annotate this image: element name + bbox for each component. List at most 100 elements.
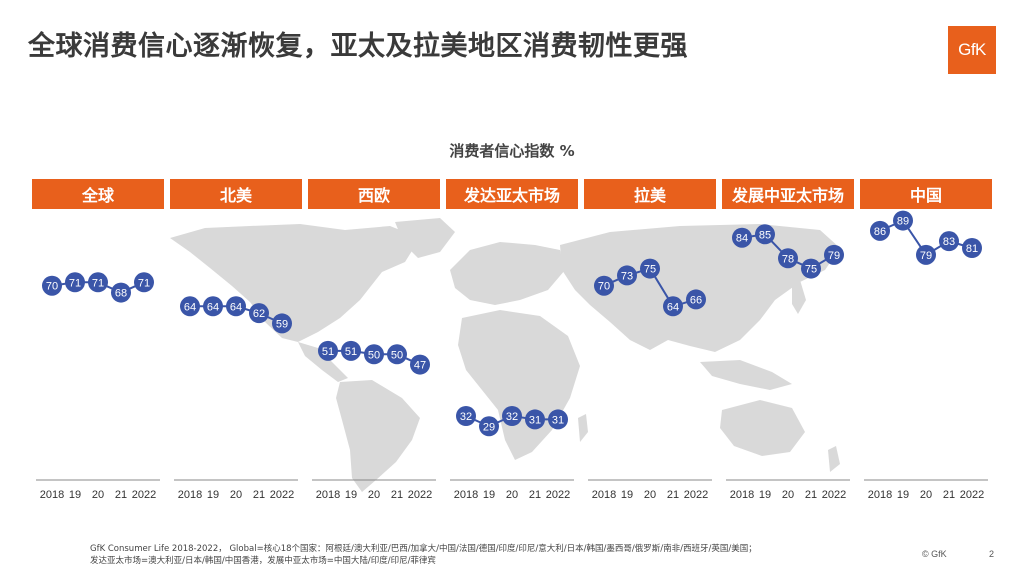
data-point: [893, 210, 913, 231]
data-label: 84: [736, 233, 748, 245]
data-point: [203, 296, 223, 317]
x-tick-label: 20: [368, 489, 380, 501]
map-greenland: [395, 218, 455, 258]
footnote: GfK Consumer Life 2018-2022， Global=核心18…: [90, 543, 757, 567]
map-madagascar: [578, 414, 588, 442]
data-label: 79: [920, 250, 932, 262]
x-tick-label: 21: [667, 489, 679, 501]
data-point: [88, 272, 108, 293]
x-tick-label: 2022: [408, 489, 432, 501]
data-point: [318, 340, 338, 361]
data-label: 64: [184, 301, 196, 313]
data-point: [916, 244, 936, 265]
x-tick-label: 20: [644, 489, 656, 501]
data-point: [226, 296, 246, 317]
x-tick-label: 20: [506, 489, 518, 501]
data-point: [801, 258, 821, 279]
data-point: [824, 244, 844, 265]
gfk-logo: GfK: [948, 26, 996, 74]
map-south-america: [336, 380, 420, 492]
data-label: 64: [207, 301, 219, 313]
footnote-line-2: 发达亚太市场=澳大利亚/日本/韩国/中国香港，发展中亚太市场=中国大陆/印度/印…: [90, 556, 436, 566]
data-label: 83: [943, 236, 955, 248]
x-tick-label: 19: [483, 489, 495, 501]
data-label: 64: [667, 301, 679, 313]
x-tick-label: 21: [391, 489, 403, 501]
x-tick-label: 2018: [178, 489, 202, 501]
series-3: 32 29 32 31 31: [456, 406, 568, 437]
data-point: [755, 224, 775, 245]
data-point: [870, 220, 890, 241]
data-point: [364, 344, 384, 365]
data-label: 50: [368, 349, 380, 361]
data-point: [962, 238, 982, 258]
data-label: 85: [759, 229, 771, 241]
data-label: 71: [69, 277, 81, 289]
data-point: [65, 272, 85, 293]
map-north-america: [170, 224, 420, 342]
data-label: 66: [690, 294, 702, 306]
data-point: [663, 296, 683, 317]
x-tick-label: 21: [943, 489, 955, 501]
data-label: 31: [529, 414, 541, 426]
data-point: [778, 248, 798, 269]
series-4: 70 73 75 64 66: [594, 258, 706, 317]
data-label: 79: [828, 250, 840, 262]
x-tick-label: 19: [759, 489, 771, 501]
page-number: 2: [989, 549, 995, 559]
region-header-0: 全球: [32, 179, 164, 209]
x-tick-label: 21: [253, 489, 265, 501]
data-label: 47: [414, 360, 426, 372]
region-header-4: 拉美: [584, 179, 716, 209]
series-layer: 70 71 71 68 71 64 64 64 62 59 51 51 50 50 47 32 29 32 31 31…: [42, 210, 982, 437]
data-label: 29: [483, 421, 495, 433]
data-label: 31: [552, 414, 564, 426]
data-label: 70: [46, 281, 58, 293]
map-europe: [450, 242, 565, 305]
series-0: 70 71 71 68 71: [42, 272, 154, 303]
x-tick-label: 2018: [868, 489, 892, 501]
x-tick-label: 19: [69, 489, 81, 501]
series-6: 86 89 79 83 81: [870, 210, 982, 265]
map-japan: [792, 280, 806, 314]
data-label: 62: [253, 308, 265, 320]
x-tick-label: 20: [230, 489, 242, 501]
data-point: [410, 354, 430, 375]
series-1: 64 64 64 62 59: [180, 296, 292, 334]
data-label: 64: [230, 301, 242, 313]
data-label: 73: [621, 270, 633, 282]
data-label: 50: [391, 349, 403, 361]
map-se-asia: [700, 360, 792, 390]
x-tick-label: 2018: [454, 489, 478, 501]
x-tick-label: 2018: [316, 489, 340, 501]
map-central-america: [298, 342, 348, 382]
data-point: [502, 406, 522, 426]
data-label: 32: [506, 411, 518, 423]
data-point: [617, 265, 637, 286]
data-point: [686, 289, 706, 310]
data-point: [456, 406, 476, 426]
data-point: [640, 258, 660, 279]
data-point: [272, 313, 292, 334]
x-tick-label: 21: [529, 489, 541, 501]
data-label: 32: [460, 411, 472, 423]
x-tick-label: 21: [115, 489, 127, 501]
x-tick-label: 2018: [592, 489, 616, 501]
logo-text: GfK: [958, 40, 986, 59]
region-header-5: 发展中亚太市场: [722, 179, 854, 209]
x-tick-label: 2018: [730, 489, 754, 501]
data-label: 68: [115, 288, 127, 300]
x-tick-label: 2018: [40, 489, 64, 501]
x-tick-label: 19: [897, 489, 909, 501]
data-point: [479, 416, 499, 437]
copyright: © GfK: [922, 549, 947, 559]
map-africa: [458, 310, 580, 460]
region-header-6: 中国: [860, 179, 992, 209]
region-header-1: 北美: [170, 179, 302, 209]
x-tick-label: 20: [920, 489, 932, 501]
x-tick-label: 21: [805, 489, 817, 501]
data-point: [42, 275, 62, 296]
data-label: 71: [138, 277, 150, 289]
data-label: 70: [598, 281, 610, 293]
x-tick-label: 20: [782, 489, 794, 501]
